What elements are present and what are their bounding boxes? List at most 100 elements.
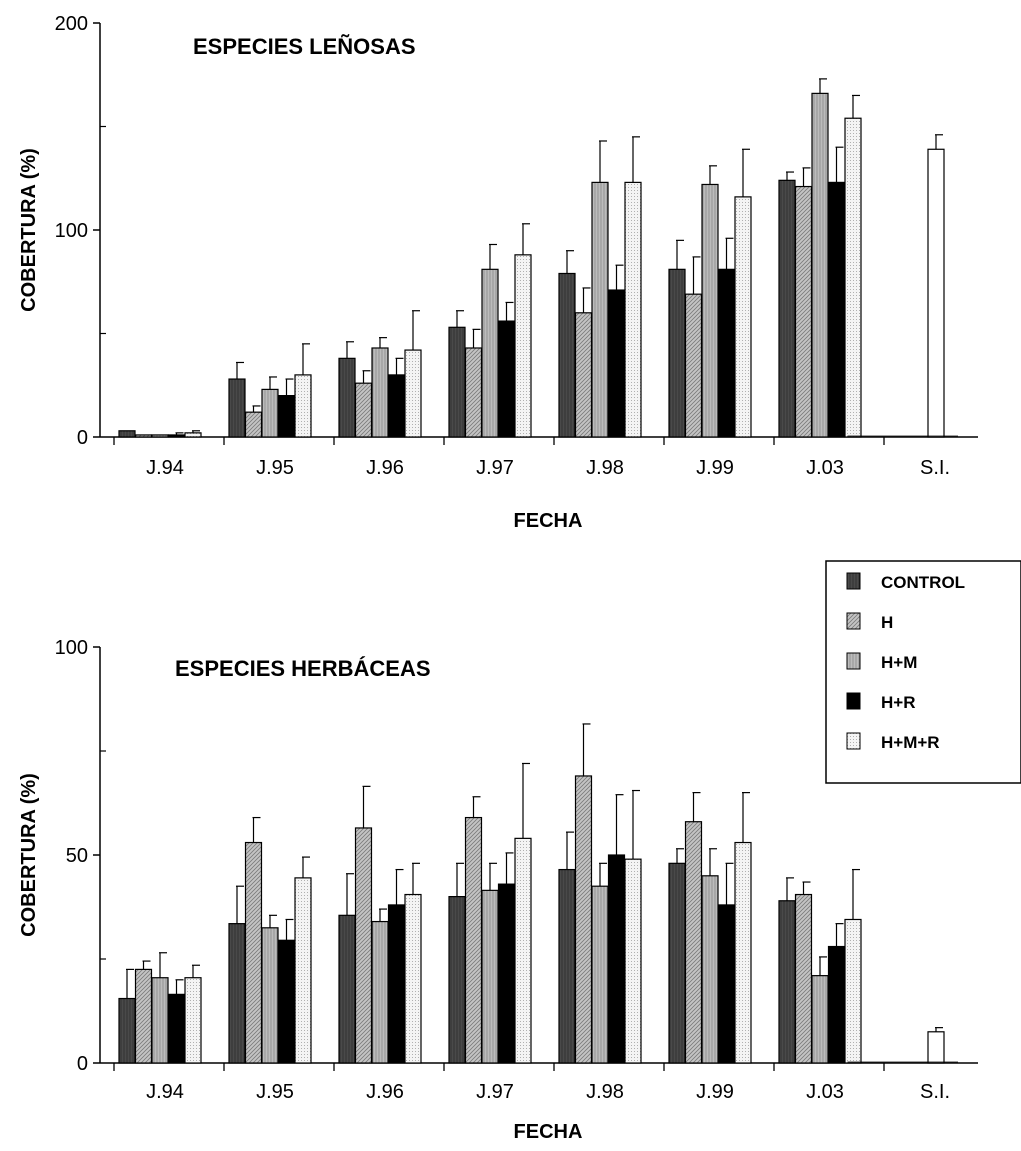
panel2-bar-control — [558, 868, 576, 1064]
panel1-bar-h-m-r — [404, 349, 422, 438]
panel1-bar-control — [338, 357, 356, 438]
panel2-bar-control — [778, 900, 796, 1064]
panel1-x-tick-label: J.03 — [806, 457, 844, 479]
panel1-bar-h — [354, 382, 373, 438]
panel1-title: ESPECIES LEÑOSAS — [193, 34, 416, 59]
panel1-bar-control — [558, 272, 576, 438]
panel1-bar-h-m-r — [294, 374, 312, 438]
panel2-bar-h-m-r — [734, 841, 752, 1064]
panel1-bar-h-m — [261, 388, 279, 438]
panel2-bar-control — [338, 914, 356, 1064]
panel2-x-tick-label: J.96 — [366, 1081, 404, 1103]
panel2-bar-h-m — [371, 920, 389, 1064]
panel2-x-tick-label: J.94 — [146, 1081, 184, 1103]
panel2-title: ESPECIES HERBÁCEAS — [175, 656, 431, 681]
panel2-bar-h-m-r — [514, 837, 532, 1064]
panel1-x-axis-label: FECHA — [514, 510, 583, 532]
panel2-bar-h — [354, 827, 373, 1064]
panel1-bar-h — [134, 434, 153, 438]
panel1-x-tick-label: J.95 — [256, 457, 294, 479]
panel2-x-tick-label: J.99 — [696, 1081, 734, 1103]
panel1-y-tick-label: 100 — [55, 220, 88, 242]
panel1-bar-h-m-r — [514, 254, 532, 438]
panel2-bar-s-i- — [927, 1031, 945, 1064]
panel1-bar-h — [464, 347, 483, 438]
panel2-bar-control — [118, 997, 136, 1064]
panel1-x-tick-label: J.97 — [476, 457, 514, 479]
legend-label-h: H — [881, 613, 893, 632]
panel1-x-tick-label: J.96 — [366, 457, 404, 479]
panel2-bar-h-m-r — [844, 918, 862, 1064]
panel1-y-tick-label: 200 — [55, 13, 88, 35]
legend-swatch-hm — [846, 652, 861, 670]
panel2-bar-h-m — [151, 977, 169, 1064]
legend-label-hmr: H+M+R — [881, 733, 940, 752]
panel1-bar-h-r — [827, 181, 846, 438]
panel2-x-tick-label: J.97 — [476, 1081, 514, 1103]
panel2-bar-h-r — [497, 883, 516, 1064]
panel2-bar-control — [228, 923, 246, 1064]
panel2-y-tick-label: 0 — [77, 1053, 88, 1075]
panel2-bar-h — [794, 893, 813, 1064]
panel2-bar-h-r — [717, 904, 736, 1064]
panel2-bar-h — [244, 841, 263, 1064]
panel1-bar-h-m — [701, 183, 719, 438]
panel1-bar-h-r — [387, 374, 406, 438]
panel2-bar-control — [448, 895, 466, 1064]
panel1-bar-h-r — [277, 395, 296, 438]
panel1-bar-s-i- — [927, 148, 945, 438]
panel1-bar-h-m — [591, 181, 609, 438]
panel2-x-tick-label: J.95 — [256, 1081, 294, 1103]
plot-layer: 0 100 200 J.94 J.95 J.96 J.97 J.98 J.99 J.03 S.I. 0… — [55, 13, 978, 1103]
panel1-x-tick-label: J.99 — [696, 457, 734, 479]
panel2-bar-h-r — [827, 945, 846, 1064]
panel2-bar-h-m — [591, 885, 609, 1064]
panel2-bar-h — [684, 821, 703, 1064]
panel2-x-tick-label: J.98 — [586, 1081, 624, 1103]
legend-swatch-control — [846, 572, 861, 590]
panel2-bar-h-r — [387, 904, 406, 1064]
panel2-bar-h-m — [481, 889, 499, 1064]
panel1-bar-h-r — [607, 289, 626, 438]
legend: CONTROL H H+M H+R H+M+R — [825, 560, 1021, 784]
panel1-bar-h-r — [497, 320, 516, 438]
panel2-bar-h-m-r — [624, 858, 642, 1064]
panel2-bar-h-m-r — [294, 877, 312, 1064]
panel2-bar-h-m — [811, 975, 829, 1064]
legend-label-control: CONTROL — [881, 573, 965, 592]
panel1-x-tick-label: J.98 — [586, 457, 624, 479]
panel1-x-tick-label: J.94 — [146, 457, 184, 479]
panel1-bar-control — [118, 430, 136, 438]
legend-label-hr: H+R — [881, 693, 915, 712]
legend-label-hm: H+M — [881, 653, 917, 672]
panel2-y-axis-label: COBERTURA (%) — [18, 773, 40, 937]
panel1-y-axis-label: COBERTURA (%) — [18, 148, 40, 312]
panel1-bar-control — [668, 268, 686, 438]
panel1-bar-h-m-r — [844, 117, 862, 438]
panel1-x-tick-label: S.I. — [920, 457, 950, 479]
panel1-bar-control — [228, 378, 246, 438]
panel2-x-tick-label: J.03 — [806, 1081, 844, 1103]
panel2-bar-h — [464, 816, 483, 1064]
panel2-bar-h-m — [701, 875, 719, 1064]
panel2-bar-h — [134, 968, 153, 1064]
panel1-bar-control — [778, 179, 796, 438]
panel2-bar-h-m-r — [404, 893, 422, 1064]
panel2-bar-h — [574, 775, 593, 1064]
legend-swatch-h — [846, 612, 861, 630]
panel1-bar-h-m — [371, 347, 389, 438]
panel1-bar-h-m-r — [184, 432, 202, 438]
panel2-bar-h-r — [167, 993, 186, 1064]
legend-swatch-hr — [846, 692, 861, 710]
panel2-bar-h-m — [261, 927, 279, 1064]
panel2-bar-h-r — [277, 939, 296, 1064]
panel1-bar-h — [244, 411, 263, 438]
panel1-bar-h — [574, 312, 593, 438]
panel2-y-tick-label: 100 — [55, 637, 88, 659]
panel2-x-axis-label: FECHA — [514, 1121, 583, 1143]
panel2-y-tick-label: 50 — [66, 845, 88, 867]
legend-swatch-hmr — [846, 732, 861, 750]
panel2-bar-h-m-r — [184, 977, 202, 1064]
panel2-bar-control — [668, 862, 686, 1064]
